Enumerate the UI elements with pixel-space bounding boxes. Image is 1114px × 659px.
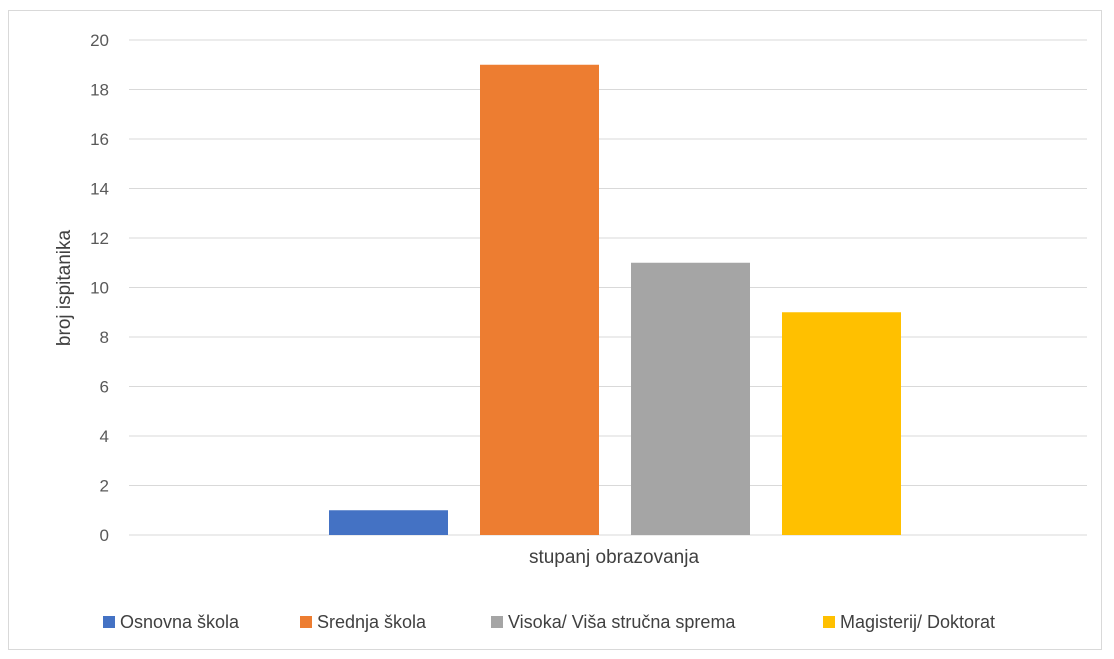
- y-tick-label: 2: [100, 477, 109, 496]
- legend-swatch: [491, 616, 503, 628]
- y-axis-ticks: 0 2 4 6 8 10 12 14 16 18 20: [90, 31, 109, 545]
- y-tick-label: 6: [100, 378, 109, 397]
- legend-label: Magisterij/ Doktorat: [840, 612, 995, 632]
- legend-swatch: [300, 616, 312, 628]
- y-tick-label: 14: [90, 180, 109, 199]
- y-axis-title: broj ispitanika: [54, 229, 75, 346]
- y-tick-label: 8: [100, 328, 109, 347]
- y-tick-label: 10: [90, 279, 109, 298]
- y-tick-label: 12: [90, 229, 109, 248]
- bar: [782, 312, 901, 535]
- bar: [480, 64, 599, 535]
- legend-label: Visoka/ Viša stručna sprema: [508, 612, 736, 632]
- y-tick-label: 16: [90, 130, 109, 149]
- legend: Osnovna škola Srednja škola Visoka/ Viša s…: [103, 612, 995, 632]
- gridlines: [129, 39, 1087, 536]
- y-tick-label: 20: [90, 31, 109, 50]
- y-tick-label: 0: [100, 526, 109, 545]
- bars: [329, 64, 901, 535]
- bar: [631, 262, 750, 535]
- bar: [329, 510, 448, 535]
- legend-label: Srednja škola: [317, 612, 427, 632]
- legend-swatch: [823, 616, 835, 628]
- legend-swatch: [103, 616, 115, 628]
- y-tick-label: 4: [100, 427, 109, 446]
- legend-label: Osnovna škola: [120, 612, 240, 632]
- y-tick-label: 18: [90, 81, 109, 100]
- x-axis-title: stupanj obrazovanja: [529, 547, 699, 568]
